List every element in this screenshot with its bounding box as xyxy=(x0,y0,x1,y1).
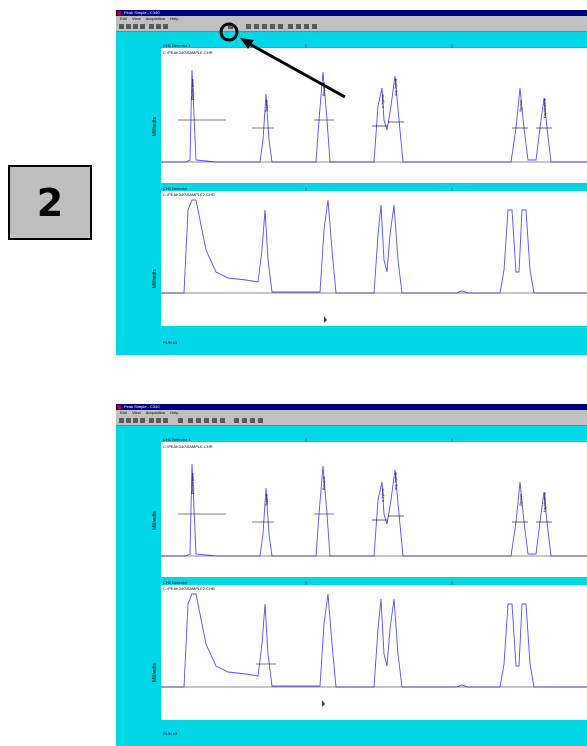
status-footer: RUN #3 xyxy=(163,340,178,345)
peak-label: m/p-Xylene xyxy=(394,78,398,96)
channel2-icon[interactable] xyxy=(242,418,247,423)
zoom-icon[interactable] xyxy=(149,24,154,29)
bottom-trace xyxy=(161,593,587,688)
channel2-icon[interactable] xyxy=(296,24,301,29)
top-axis-label: Millivolts xyxy=(152,117,158,136)
end-icon[interactable] xyxy=(270,24,275,29)
mouse-cursor-icon xyxy=(324,316,327,323)
peak-label: Benzene xyxy=(322,82,326,96)
bottom-trace xyxy=(161,199,587,294)
channel4-icon[interactable] xyxy=(312,24,317,29)
mouse-cursor-icon xyxy=(322,700,325,707)
forward-icon[interactable] xyxy=(204,418,209,423)
channel1-icon[interactable] xyxy=(288,24,293,29)
chromatogram-svg: CH1 Detector 1 C:\PEAK340\SAMPLE.CHR Mil… xyxy=(152,43,587,345)
window-titlebar: Peak Simple - C340 xyxy=(116,404,587,410)
channel3-icon[interactable] xyxy=(250,418,255,423)
bottom-plot-area xyxy=(161,585,587,720)
menu-acquisition[interactable]: Acquisition xyxy=(145,16,166,21)
chromatogram-svg: CH1 Detector 1 C:\PEAK340\SAMPLE.CHR Mil… xyxy=(152,437,587,736)
menu-help[interactable]: Help xyxy=(170,410,179,415)
window-titlebar: Peak Simple - C340 xyxy=(116,10,587,16)
peak-label: Benzene xyxy=(322,476,326,490)
top-channel-header: CH1 Detector 1 xyxy=(163,43,191,48)
channel4-icon[interactable] xyxy=(258,418,263,423)
end-icon[interactable] xyxy=(212,418,217,423)
print-icon[interactable] xyxy=(140,418,145,423)
menubar: Edit View Acquisition Help xyxy=(116,410,587,416)
menubar: Edit View Acquisition Help xyxy=(116,16,587,22)
menu-help[interactable]: Help xyxy=(170,16,179,21)
menu-view[interactable]: View xyxy=(132,410,141,415)
grid-icon[interactable] xyxy=(163,24,168,29)
cursor-icon[interactable] xyxy=(156,418,161,423)
channel3-icon[interactable] xyxy=(304,24,309,29)
save-icon[interactable] xyxy=(133,418,138,423)
screenshot-after: Peak Simple - C340 Edit View Acquisition… xyxy=(116,404,587,746)
peak-label: Styrene xyxy=(519,494,523,506)
peak-label: o-Xylene xyxy=(381,488,385,502)
new-icon[interactable] xyxy=(119,418,124,423)
screenshot-before: Peak Simple - C340 Edit View Acquisition… xyxy=(116,10,587,355)
step-number: 2 xyxy=(36,180,64,225)
menu-view[interactable]: View xyxy=(132,16,141,21)
stop-icon[interactable] xyxy=(278,24,283,29)
cursor-icon[interactable] xyxy=(156,24,161,29)
zoom-icon[interactable] xyxy=(149,418,154,423)
channel1-icon[interactable] xyxy=(234,418,239,423)
peak-label: m/p-Xylene xyxy=(394,472,398,490)
status-footer: RUN #3 xyxy=(163,731,178,736)
app-icon xyxy=(117,405,121,409)
peak-label: Toluene xyxy=(265,100,269,112)
menu-acquisition[interactable]: Acquisition xyxy=(145,410,166,415)
peak-label: Ethylbenzene xyxy=(191,473,195,494)
menu-edit[interactable]: Edit xyxy=(120,410,127,415)
grid-icon[interactable] xyxy=(163,418,168,423)
bottom-channel-file: C:\PEAK340\SAMPLE2.CHR xyxy=(163,192,215,197)
window-title: Peak Simple - C340 xyxy=(124,404,160,409)
open-icon[interactable] xyxy=(126,418,131,423)
open-icon[interactable] xyxy=(126,24,131,29)
play-icon[interactable] xyxy=(246,24,251,29)
app-icon xyxy=(117,11,121,15)
top-channel-file: C:\PEAK340\SAMPLE.CHR xyxy=(163,50,213,55)
integrate-icon[interactable] xyxy=(178,418,183,423)
play-icon[interactable] xyxy=(188,418,193,423)
menu-edit[interactable]: Edit xyxy=(120,16,127,21)
step-icon[interactable] xyxy=(196,418,201,423)
print-icon[interactable] xyxy=(140,24,145,29)
step-number-box: 2 xyxy=(8,165,92,240)
step-icon[interactable] xyxy=(254,24,259,29)
bottom-axis-label: Millivolts xyxy=(152,663,158,682)
top-channel-header: CH1 Detector 1 xyxy=(163,437,191,442)
peak-label: Naphthalene xyxy=(543,492,547,512)
top-channel-file: C:\PEAK340\SAMPLE.CHR xyxy=(163,444,213,449)
peak-label: Naphthalene xyxy=(543,98,547,118)
bottom-channel-header: CH2 Detector xyxy=(163,186,188,191)
stop-icon[interactable] xyxy=(220,418,225,423)
toolbar xyxy=(116,22,587,32)
window-title: Peak Simple - C340 xyxy=(124,10,160,15)
new-icon[interactable] xyxy=(119,24,124,29)
top-axis-label: Millivolts xyxy=(152,511,158,530)
forward-icon[interactable] xyxy=(262,24,267,29)
peak-label: o-Xylene xyxy=(381,94,385,108)
bottom-channel-file: C:\PEAK340\SAMPLE2.CHR xyxy=(163,586,215,591)
bottom-channel-header: CH2 Detector xyxy=(163,580,188,585)
bottom-axis-label: Millivolts xyxy=(152,269,158,288)
bottom-plot-area xyxy=(161,191,587,326)
peak-label: Styrene xyxy=(519,100,523,112)
save-icon[interactable] xyxy=(133,24,138,29)
peak-label: Toluene xyxy=(265,494,269,506)
toolbar xyxy=(116,416,587,426)
peak-label: Ethylbenzene xyxy=(191,79,195,100)
